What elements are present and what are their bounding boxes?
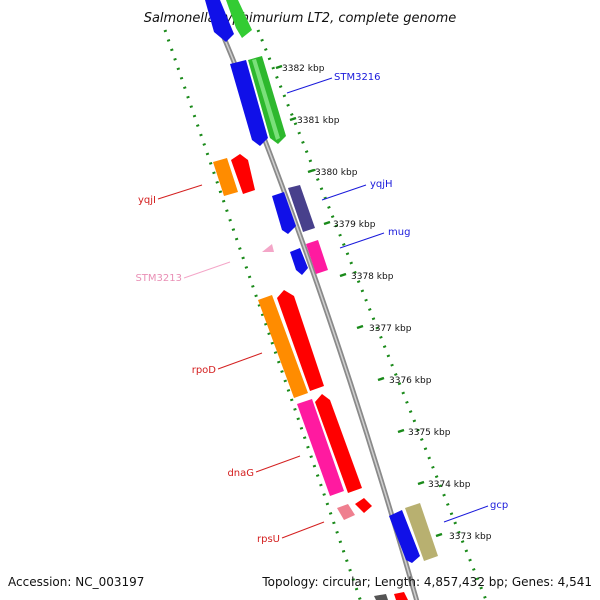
gene-arrow-icon[interactable] xyxy=(389,510,420,563)
gene-arrow-icon[interactable] xyxy=(272,192,296,234)
gene-arrow-icon[interactable] xyxy=(288,185,315,232)
kbp-label-3382: 3382 kbp xyxy=(282,64,325,74)
gene-label-yqjI[interactable]: yqjI xyxy=(138,195,156,206)
accession-text: Accession: NC_003197 xyxy=(8,575,144,589)
gene-arrow-icon[interactable] xyxy=(306,240,328,274)
gene-label-yqjH[interactable]: yqjH xyxy=(370,179,393,190)
gene-label-mug[interactable]: mug xyxy=(388,227,410,238)
track-left-dotted xyxy=(163,29,362,600)
kbp-label-3374: 3374 kbp xyxy=(428,480,471,490)
kbp-label-3377: 3377 kbp xyxy=(369,324,412,334)
kbp-label-3373: 3373 kbp xyxy=(449,532,492,542)
kbp-tick-marks xyxy=(275,64,443,538)
gene-arrow-icon[interactable] xyxy=(355,498,372,513)
map-title: Salmonella typhimurium LT2, complete gen… xyxy=(144,11,457,26)
gene-arrow-icon[interactable] xyxy=(297,399,344,496)
kbp-label-3380: 3380 kbp xyxy=(315,168,358,178)
kbp-label-3379: 3379 kbp xyxy=(333,220,376,230)
gene-arrow-icon[interactable] xyxy=(290,248,308,275)
gene-label-dnaG[interactable]: dnaG xyxy=(227,468,254,479)
gene-arrow-icon[interactable] xyxy=(315,394,362,493)
gene-arrow-icon[interactable] xyxy=(394,592,408,600)
gene-label-rpsU[interactable]: rpsU xyxy=(257,534,280,545)
gene-label-rpoD[interactable]: rpoD xyxy=(192,365,217,376)
gene-arrow-icon[interactable] xyxy=(277,290,324,391)
gene-arrow-icon[interactable] xyxy=(230,60,268,146)
gene-label-STM3216[interactable]: STM3216 xyxy=(334,72,381,83)
gene-arrow-icon[interactable] xyxy=(262,244,274,252)
leader-lines xyxy=(157,77,489,539)
kbp-label-3381: 3381 kbp xyxy=(297,116,340,126)
gene-arrow-icon[interactable] xyxy=(226,0,252,38)
gene-arrow-icon[interactable] xyxy=(337,504,355,520)
topology-text: Topology: circular; Length: 4,857,432 bp… xyxy=(261,575,592,589)
kbp-label-3376: 3376 kbp xyxy=(389,376,432,386)
kbp-label-3378: 3378 kbp xyxy=(351,272,394,282)
gene-arrow-icon[interactable] xyxy=(205,0,234,42)
gene-arrow-icon[interactable] xyxy=(405,503,438,561)
gene-arrow-icon[interactable] xyxy=(258,295,308,398)
kbp-label-3375: 3375 kbp xyxy=(408,428,451,438)
gene-arrow-icon[interactable] xyxy=(213,158,238,196)
gene-arrow-icon[interactable] xyxy=(374,594,388,600)
gene-arrow-icon[interactable] xyxy=(231,154,255,194)
gene-label-gcp[interactable]: gcp xyxy=(490,500,508,511)
gene-label-STM3213[interactable]: STM3213 xyxy=(135,273,182,284)
